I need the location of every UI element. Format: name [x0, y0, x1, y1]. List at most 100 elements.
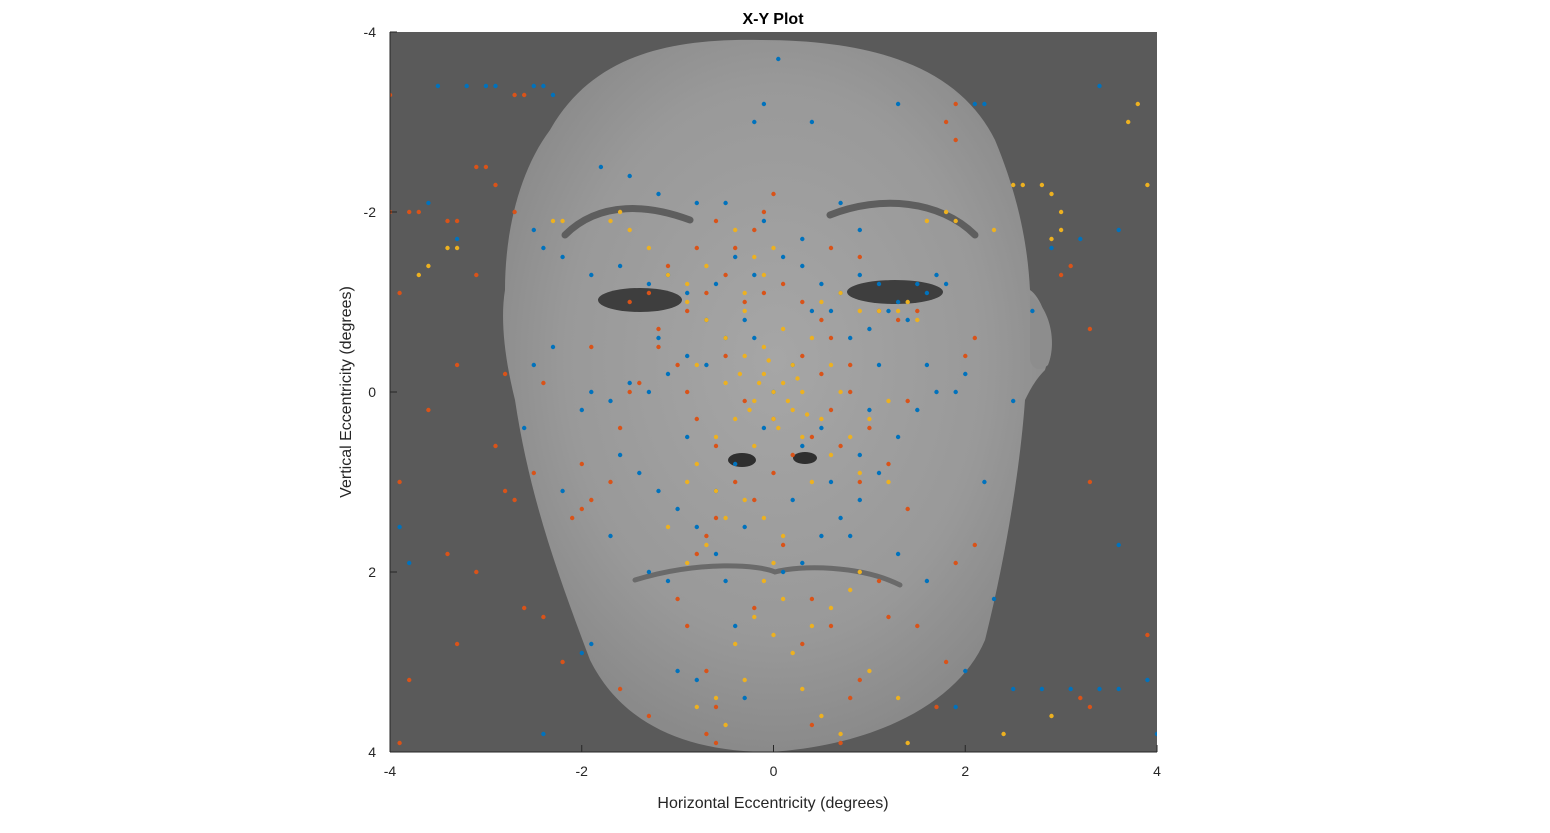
scatter-point	[397, 479, 402, 485]
scatter-point	[780, 542, 786, 548]
scatter-point	[857, 452, 862, 458]
scatter-point	[675, 596, 680, 602]
scatter-point	[761, 425, 767, 431]
scatter-point	[886, 308, 891, 314]
scatter-point	[713, 281, 719, 287]
scatter-point	[848, 362, 853, 368]
scatter-point	[828, 605, 834, 611]
scatter-point	[886, 479, 891, 485]
scatter-point	[924, 578, 930, 584]
scatter-point	[512, 497, 517, 503]
scatter-point	[780, 569, 786, 575]
scatter-point	[617, 209, 623, 215]
scatter-point	[780, 254, 786, 260]
scatter-point	[963, 371, 968, 377]
scatter-point	[991, 596, 997, 602]
scatter-point	[694, 245, 699, 251]
scatter-point	[627, 380, 632, 386]
scatter-point	[397, 524, 402, 530]
scatter-point	[982, 101, 987, 107]
scatter-point	[800, 434, 805, 440]
scatter-point	[454, 236, 460, 242]
scatter-point	[656, 344, 661, 350]
scatter-point	[1087, 479, 1093, 485]
scatter-point	[857, 677, 862, 683]
scatter-point	[809, 335, 815, 341]
scatter-point	[445, 245, 450, 251]
scatter-point	[838, 740, 843, 746]
scatter-point	[867, 407, 872, 413]
scatter-point	[819, 713, 824, 719]
scatter-point	[771, 191, 776, 197]
scatter-point	[1020, 182, 1025, 188]
scatter-point	[828, 362, 834, 368]
scatter-point	[752, 398, 757, 404]
scatter-point	[646, 281, 652, 287]
scatter-point	[1087, 704, 1093, 710]
scatter-point	[589, 497, 594, 503]
scatter-point	[838, 290, 843, 296]
scatter-point	[747, 407, 752, 413]
scatter-point	[1039, 182, 1045, 188]
scatter-point	[790, 650, 795, 656]
scatter-point	[800, 353, 805, 359]
scatter-point	[742, 695, 747, 701]
scatter-point	[1087, 326, 1093, 332]
scatter-point	[780, 596, 786, 602]
scatter-point	[848, 434, 853, 440]
scatter-point	[646, 290, 652, 296]
scatter-point	[857, 497, 862, 503]
scatter-point	[733, 641, 738, 647]
scatter-point	[665, 272, 671, 278]
scatter-point	[876, 578, 882, 584]
scatter-point	[761, 344, 767, 350]
scatter-point	[454, 218, 460, 224]
scatter-point	[953, 560, 958, 566]
scatter-point	[742, 299, 747, 305]
scatter-point	[474, 272, 479, 278]
scatter-point	[723, 353, 728, 359]
scatter-point	[934, 389, 939, 395]
scatter-point	[512, 209, 517, 215]
scatter-point	[512, 92, 517, 98]
scatter-point	[1116, 227, 1121, 233]
scatter-point	[694, 200, 699, 206]
scatter-point	[426, 407, 431, 413]
scatter-point	[915, 308, 920, 314]
scatter-point	[838, 389, 843, 395]
scatter-point	[800, 389, 805, 395]
scatter-point	[800, 299, 805, 305]
scatter-point	[560, 218, 565, 224]
scatter-point	[819, 416, 824, 422]
scatter-point	[867, 668, 872, 674]
scatter-point	[390, 92, 393, 98]
right-nostril	[793, 452, 817, 464]
scatter-point	[1058, 272, 1064, 278]
scatter-point	[685, 560, 690, 566]
scatter-point	[656, 326, 661, 332]
scatter-point	[454, 245, 460, 251]
scatter-point	[804, 412, 810, 417]
scatter-point	[560, 659, 565, 665]
scatter-point	[857, 569, 862, 575]
scatter-point	[800, 443, 805, 449]
scatter-point	[742, 353, 747, 359]
scatter-point	[617, 686, 623, 692]
scatter-point	[895, 101, 901, 107]
scatter-point	[1116, 686, 1121, 692]
scatter-point	[761, 371, 767, 377]
scatter-point	[589, 344, 594, 350]
scatter-point	[1116, 542, 1121, 548]
scatter-point	[857, 470, 862, 476]
scatter-point	[1011, 182, 1016, 188]
scatter-point	[761, 218, 767, 224]
scatter-point	[550, 218, 556, 224]
scatter-point	[771, 470, 776, 476]
scatter-point	[1145, 182, 1150, 188]
scatter-point	[905, 740, 910, 746]
scatter-point	[800, 560, 805, 566]
scatter-point	[819, 425, 824, 431]
x-tick-label: -4	[384, 763, 397, 779]
scatter-point	[857, 227, 862, 233]
scatter-point	[886, 398, 891, 404]
